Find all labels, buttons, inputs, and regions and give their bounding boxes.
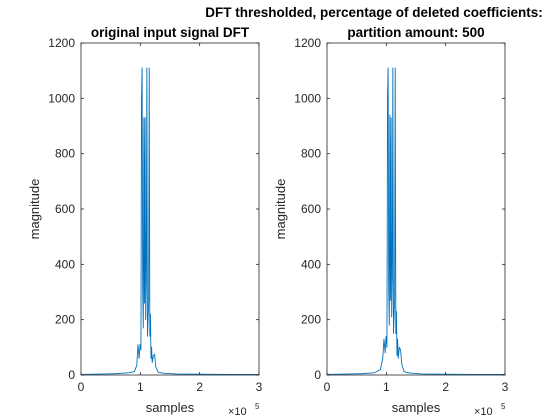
y-tick-label: 600: [55, 202, 75, 216]
y-tick-label: 400: [55, 257, 75, 271]
y-tick-label: 0: [68, 368, 75, 382]
series-line-1: [80, 67, 259, 375]
y-axis-label: magnitude: [27, 179, 42, 240]
x-tick-label: 3: [502, 380, 509, 394]
x-exponent-label: ×10: [228, 406, 247, 418]
y-tick-label: 800: [55, 147, 75, 161]
x-tick-label: 0: [324, 380, 331, 394]
chart-title-line-1: DFT thresholded, percentage of deleted c…: [205, 5, 543, 20]
x-exponent-label: ×10: [474, 406, 493, 418]
y-tick-label: 1000: [48, 91, 75, 105]
chart-title-line-2: partition amount: 500: [347, 25, 484, 40]
x-axis-label: samples: [146, 400, 195, 415]
x-tick-label: 3: [256, 380, 263, 394]
subplot-2: 0 200 400 600 800 1000 1200 0 1 2 3 ×10 5 samples magn…: [205, 5, 543, 418]
subplot-1: 0 200 400 600 800 1000 1200 0 1 2 3 ×10 5 samples magn…: [27, 25, 263, 418]
y-tick-label: 400: [301, 257, 321, 271]
y-tick-label: 1000: [294, 91, 321, 105]
x-tick-label: 2: [442, 380, 449, 394]
x-exponent-power: 5: [501, 402, 506, 411]
y-tick-label: 1200: [48, 36, 75, 50]
chart-title-line-1: original input signal DFT: [91, 25, 250, 40]
y-axis-label: magnitude: [273, 179, 288, 240]
y-tick-label: 1200: [294, 36, 321, 50]
y-tick-label: 0: [314, 368, 321, 382]
y-tick-label: 800: [301, 147, 321, 161]
x-exponent-power: 5: [255, 402, 260, 411]
x-tick-label: 0: [78, 380, 85, 394]
x-axis-label: samples: [392, 400, 441, 415]
y-tick-label: 600: [301, 202, 321, 216]
x-tick-label: 2: [196, 380, 203, 394]
y-tick-label: 200: [55, 313, 75, 327]
series-line-1: [326, 67, 505, 375]
x-tick-label: 1: [383, 380, 390, 394]
x-tick-label: 1: [137, 380, 144, 394]
y-tick-label: 200: [301, 313, 321, 327]
